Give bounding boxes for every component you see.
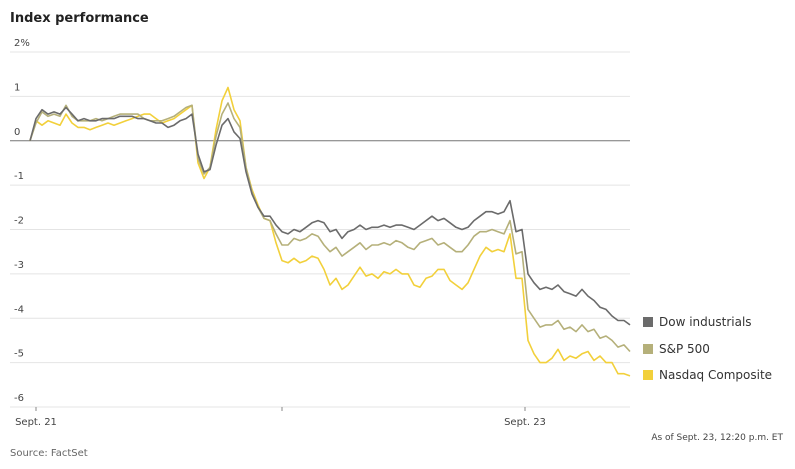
y-tick-label: 0 bbox=[14, 127, 20, 138]
series-line bbox=[29, 106, 631, 326]
chart-title: Index performance bbox=[10, 11, 149, 26]
y-tick-label: -1 bbox=[14, 171, 24, 182]
y-tick-label: 2% bbox=[14, 38, 30, 49]
legend-swatch bbox=[643, 317, 653, 327]
x-tick-label: Sept. 21 bbox=[15, 417, 57, 428]
series-line bbox=[29, 102, 631, 353]
y-tick-label: -6 bbox=[14, 393, 24, 404]
y-tick-label: 1 bbox=[14, 82, 20, 93]
series-line bbox=[29, 86, 631, 377]
y-tick-label: -3 bbox=[14, 260, 24, 271]
y-tick-label: -5 bbox=[14, 349, 24, 360]
legend-swatch bbox=[643, 344, 653, 354]
y-tick-label: -2 bbox=[14, 216, 24, 227]
legend-label: S&P 500 bbox=[659, 342, 710, 356]
y-tick-label: -4 bbox=[14, 304, 24, 315]
legend-label: Nasdaq Composite bbox=[659, 368, 772, 382]
note: As of Sept. 23, 12:20 p.m. ET bbox=[651, 433, 783, 443]
legend-label: Dow industrials bbox=[659, 315, 752, 329]
legend-swatch bbox=[643, 370, 653, 380]
source: Source: FactSet bbox=[10, 448, 88, 459]
x-tick-label: Sept. 23 bbox=[504, 417, 546, 428]
